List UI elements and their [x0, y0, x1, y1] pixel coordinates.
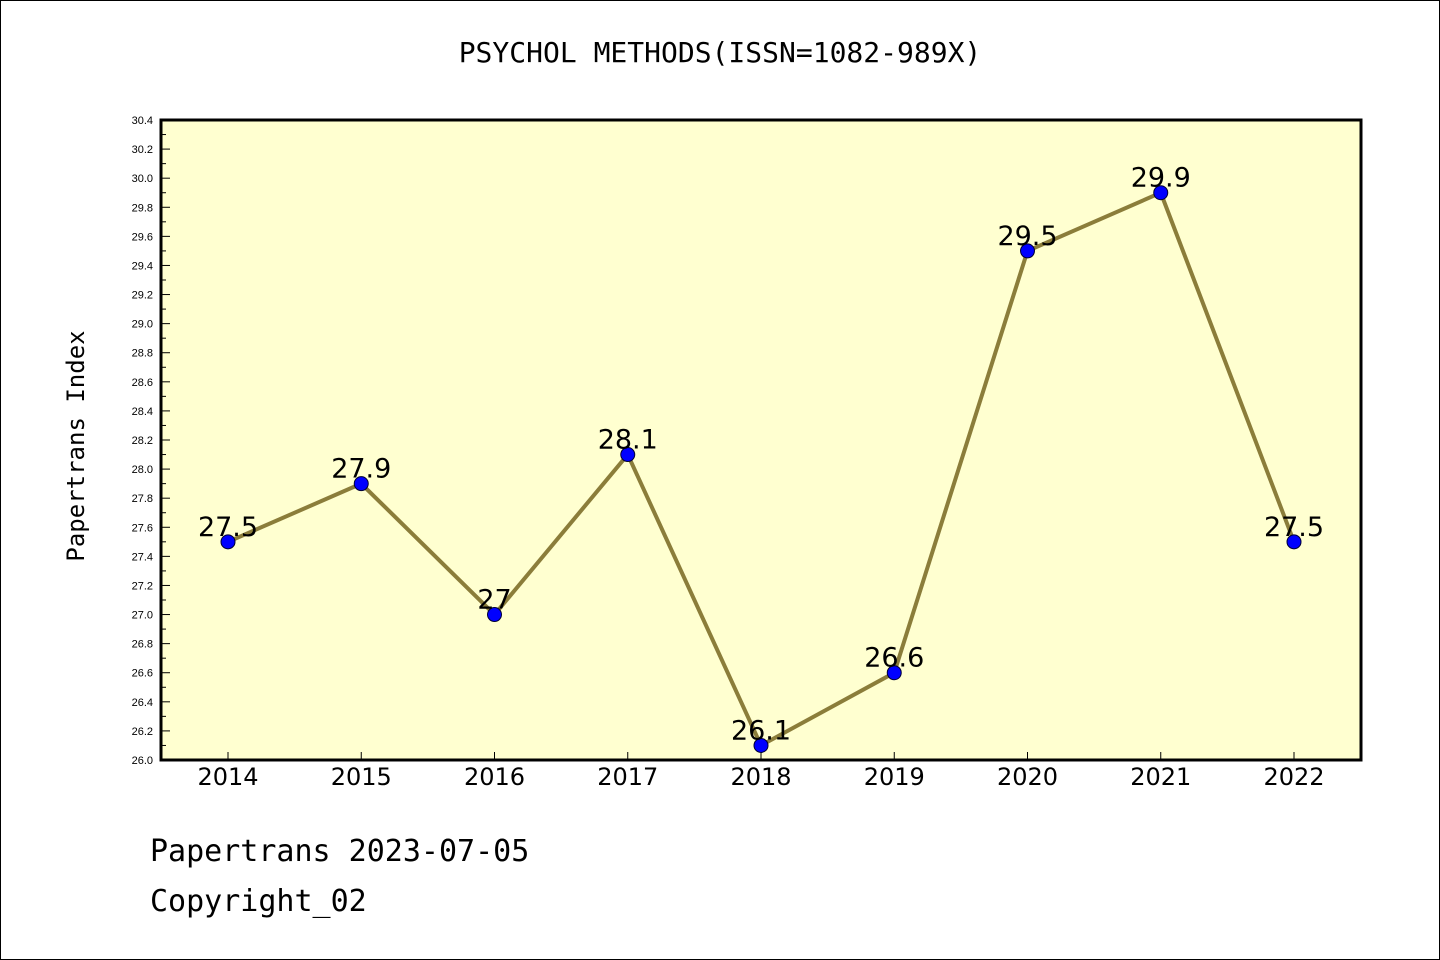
y-tick-label: 29.4 — [132, 260, 153, 272]
data-label: 27.5 — [1264, 512, 1324, 543]
plot-border — [159, 118, 1363, 762]
y-tick-label: 29.2 — [132, 290, 153, 302]
y-tick-label: 26.0 — [132, 755, 153, 767]
y-tick-label: 30.4 — [132, 115, 153, 127]
y-tick-label: 26.8 — [132, 639, 153, 651]
y-tick-label: 28.6 — [132, 377, 153, 389]
data-label: 29.5 — [997, 221, 1057, 252]
y-tick-label: 26.2 — [132, 726, 153, 738]
data-label: 27.9 — [331, 454, 391, 485]
y-tick-label: 26.4 — [132, 697, 153, 709]
data-label: 29.9 — [1131, 163, 1191, 194]
x-tick-label: 2022 — [1263, 763, 1324, 791]
x-tick-label: 2020 — [997, 763, 1058, 791]
y-tick-label: 29.0 — [132, 319, 153, 331]
data-point — [753, 737, 769, 753]
y-tick-label: 29.8 — [132, 202, 153, 214]
data-point — [1020, 243, 1035, 259]
data-point — [353, 476, 369, 492]
data-label: 27.5 — [198, 512, 258, 543]
y-tick-label: 27.4 — [132, 551, 153, 563]
y-tick-label: 28.4 — [132, 406, 153, 418]
data-point — [487, 607, 502, 623]
footer-date: Papertrans 2023-07-05 — [150, 834, 530, 869]
data-label: 26.1 — [731, 715, 791, 746]
y-tick-label: 29.6 — [132, 231, 153, 243]
x-tick-label: 2018 — [730, 763, 791, 791]
chart-title: PSYCHOL METHODS(ISSN=1082-989X) — [458, 36, 982, 69]
data-point — [886, 665, 902, 681]
x-tick-label: 2014 — [197, 763, 258, 791]
y-tick-label: 28.2 — [132, 435, 153, 447]
plot-area — [161, 120, 1361, 760]
y-tick-label: 27.6 — [132, 522, 153, 534]
data-label: 26.6 — [864, 643, 924, 674]
y-tick-label: 30.2 — [132, 144, 153, 156]
data-label: 27 — [477, 585, 511, 616]
y-tick-label: 30.0 — [132, 173, 153, 185]
x-tick-label: 2019 — [864, 763, 925, 791]
y-tick-label: 26.6 — [132, 668, 153, 680]
y-tick-label: 27.2 — [132, 580, 153, 592]
data-label: 28.1 — [598, 425, 658, 456]
y-tick-label: 28.0 — [132, 464, 153, 476]
data-point — [1153, 185, 1169, 201]
x-tick-label: 2021 — [1130, 763, 1191, 791]
data-point — [1286, 534, 1302, 550]
y-tick-label: 27.0 — [132, 610, 153, 622]
data-point — [620, 447, 636, 463]
y-tick-label: 28.8 — [132, 348, 153, 360]
x-tick-label: 2017 — [597, 763, 658, 791]
data-point — [220, 534, 236, 550]
footer-copyright: Copyright_02 — [150, 884, 367, 919]
y-tick-label: 27.8 — [132, 493, 153, 505]
x-tick-label: 2016 — [464, 763, 525, 791]
x-tick-label: 2015 — [331, 763, 392, 791]
